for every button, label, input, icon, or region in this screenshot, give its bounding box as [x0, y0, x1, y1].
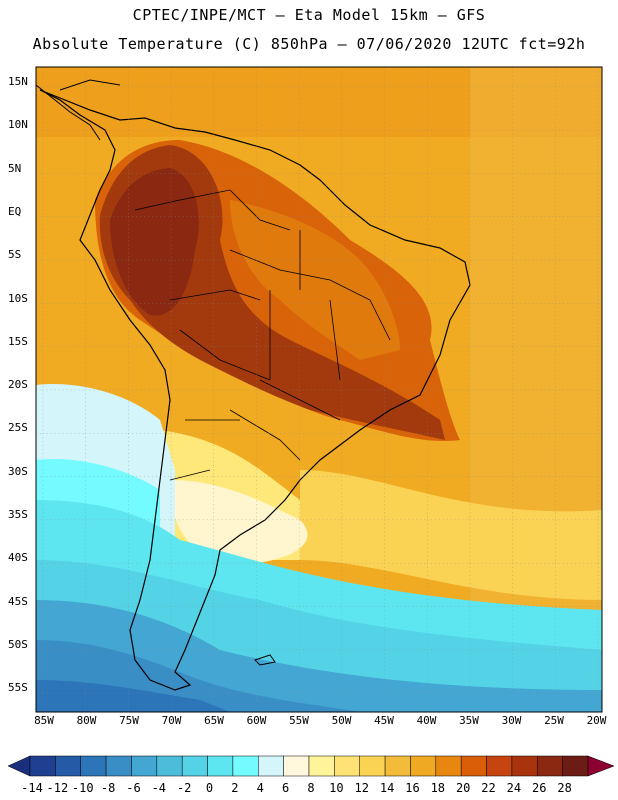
longitude-label: 80W — [76, 714, 97, 727]
colorbar-swatch — [334, 755, 360, 777]
colorbar-label: 16 — [405, 781, 420, 795]
colorbar-swatch — [460, 755, 487, 777]
colorbar-label: 6 — [282, 781, 290, 795]
colorbar-label: -14 — [21, 781, 43, 795]
colorbar-label: -10 — [71, 781, 94, 795]
latitude-label: 20S — [8, 378, 28, 392]
colorbar-label: -8 — [100, 781, 116, 795]
colorbar-swatch — [156, 755, 183, 777]
longitude-label: 30W — [501, 714, 522, 727]
longitude-label: 75W — [119, 714, 139, 727]
longitude-label: 60W — [246, 714, 267, 727]
latitude-label: 15N — [8, 75, 28, 88]
title-line-1: CPTEC/INPE/MCT – Eta Model 15km – GFS — [132, 6, 486, 24]
colorbar-label: 18 — [430, 781, 446, 795]
colorbar-label: 8 — [307, 781, 315, 795]
latitude-label: 10N — [8, 118, 28, 132]
colorbar-label: 24 — [506, 781, 522, 795]
longitude-label: 50W — [331, 714, 352, 727]
latitude-label: 50S — [8, 637, 28, 651]
latitude-label: 55S — [8, 681, 28, 695]
colorbar-high-arrow — [587, 755, 615, 777]
colorbar-label: -2 — [176, 781, 192, 795]
colorbar-label: 4 — [256, 781, 264, 795]
longitude-label: 70W — [161, 714, 182, 727]
plot-frame — [35, 66, 603, 713]
colorbar-swatch — [55, 755, 81, 777]
colorbar-swatch — [283, 755, 310, 777]
colorbar-swatch — [207, 755, 234, 777]
colorbar-label: -12 — [46, 781, 69, 795]
colorbar-label: 0 — [205, 781, 214, 795]
colorbar-label: 20 — [455, 781, 471, 795]
colorbar-swatch — [308, 755, 335, 777]
colorbar-swatch — [486, 755, 513, 777]
colorbar-swatch — [181, 755, 208, 777]
colorbar-low-arrow — [7, 755, 31, 777]
colorbar-label: 22 — [481, 781, 496, 795]
latitude-label: 5S — [8, 248, 22, 262]
colorbar-label: 28 — [557, 781, 572, 795]
latitude-label: EQ — [8, 204, 22, 218]
latitude-label: 15S — [8, 334, 28, 348]
latitude-label: 25S — [8, 421, 28, 435]
colorbar-swatch — [105, 755, 132, 777]
longitude-label: 45W — [374, 714, 394, 727]
colorbar-swatch — [562, 755, 589, 777]
longitude-label: 20W — [586, 714, 607, 727]
longitude-label: 40W — [416, 714, 437, 727]
longitude-label: 65W — [204, 714, 224, 727]
latitude-label: 10S — [8, 291, 28, 305]
longitude-label: 35W — [459, 714, 479, 727]
colorbar-swatch — [537, 755, 563, 777]
latitude-label: 30S — [8, 464, 28, 478]
colorbar-swatch — [258, 755, 284, 777]
colorbar-swatch — [359, 755, 386, 777]
colorbar-label: 26 — [532, 781, 547, 795]
colorbar-swatch — [232, 755, 259, 777]
latitude-label: 40S — [8, 551, 28, 565]
colorbar-swatch — [410, 755, 437, 777]
longitude-label: 55W — [289, 714, 309, 727]
colorbar — [7, 755, 615, 777]
colorbar-label: 14 — [379, 781, 395, 795]
colorbar-swatch — [511, 755, 538, 777]
longitude-label: 25W — [544, 714, 564, 727]
latitude-label: 45S — [8, 594, 28, 608]
longitude-label: 85W — [34, 714, 54, 727]
colorbar-label: 10 — [329, 781, 344, 795]
latitude-label: 35S — [8, 508, 28, 521]
colorbar-swatch — [131, 755, 158, 777]
colorbar-swatch — [29, 755, 56, 777]
colorbar-swatch — [435, 755, 462, 777]
colorbar-label: 12 — [354, 781, 369, 795]
colorbar-label: -6 — [126, 781, 141, 795]
colorbar-label: -4 — [151, 781, 167, 795]
colorbar-swatch — [384, 755, 411, 777]
latitude-label: 5N — [8, 161, 22, 175]
title-line-2: Absolute Temperature (C) 850hPa – 07/06/… — [32, 35, 586, 53]
colorbar-swatch — [80, 755, 107, 777]
colorbar-label: 2 — [231, 781, 239, 795]
